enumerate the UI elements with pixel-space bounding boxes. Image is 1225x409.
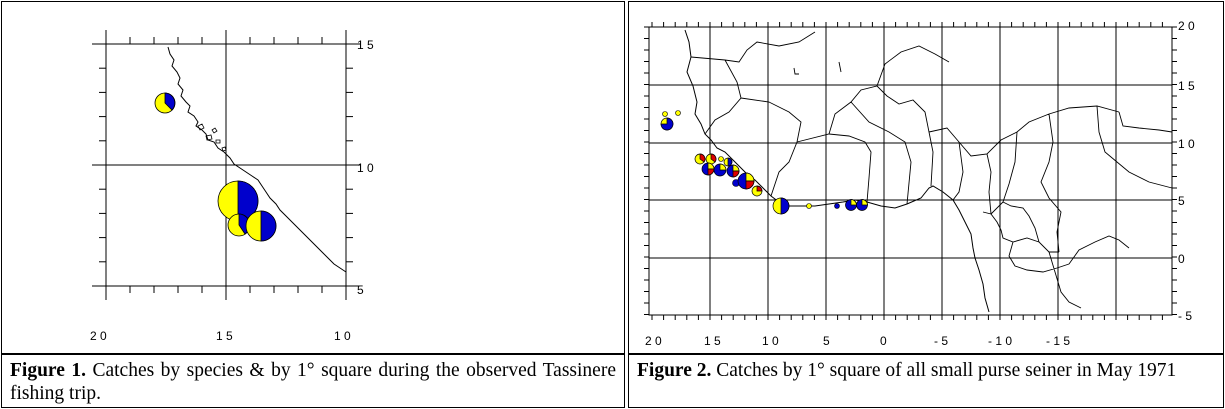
figure2-caption-label: Figure 2.	[637, 360, 712, 381]
figure1-lat-label: 1 0	[357, 161, 374, 175]
figure2-pie-10	[772, 197, 790, 215]
figure2-lon-label: 0	[880, 334, 887, 348]
figure1-islands	[197, 123, 227, 152]
figure1-panel: 1 5 1 0 5 2 0 1 5 1 0	[1, 1, 625, 354]
figure1-caption-label: Figure 1.	[10, 360, 86, 381]
figure2-lon-label: 2 0	[645, 334, 662, 348]
figure1-lon-label: 1 5	[216, 329, 233, 343]
figure2-caption-text: Catches by 1° square of all small purse …	[711, 360, 1177, 381]
figure1-lon-label: 2 0	[90, 329, 107, 343]
figure2-lon-label: - 5	[934, 334, 948, 348]
figure2-pie-small	[662, 111, 668, 117]
figure1-coastline	[167, 46, 347, 273]
figure2-lat-label: 1 0	[1178, 137, 1195, 151]
figure2-pie-1	[660, 117, 674, 131]
figure1-lat-label: 5	[357, 283, 364, 297]
figure1-caption: Figure 1. Catches by species & by 1° squ…	[1, 354, 625, 408]
figure2-lat-label: - 5	[1178, 309, 1192, 323]
figure2-ticks	[644, 22, 1177, 320]
figure2-caption: Figure 2. Catches by 1° square of all sm…	[628, 354, 1224, 408]
figure1-map: 1 5 1 0 5 2 0 1 5 1 0	[90, 30, 374, 343]
figure1-caption-text: Catches by species & by 1° square during…	[10, 360, 616, 404]
figure1-ticks	[92, 30, 360, 300]
figure2-pie-3	[705, 153, 717, 165]
figure1-pie-1	[154, 92, 176, 114]
figure1-lat-label: 1 5	[357, 38, 374, 52]
figure2-lon-label: - 1 5	[1046, 334, 1070, 348]
figure2-lon-label: 1 5	[704, 334, 721, 348]
figure2-pie-9	[751, 185, 763, 197]
figure1-lon-label: 1 0	[334, 329, 351, 343]
figure2-pie-11	[845, 199, 857, 211]
figure2-pie-6	[713, 163, 727, 177]
figure2-pie-8	[737, 172, 755, 190]
figure2-pie-12	[856, 199, 868, 211]
figure2-pie-small	[718, 156, 724, 162]
figure1-pie-2	[217, 180, 259, 222]
figure2-pie-small	[806, 203, 812, 209]
figure2-coastline	[684, 29, 990, 313]
figure2-panel: 2 0 1 5 1 0 5 0 - 5 2 0 1 5 1 0 5 0 - 5 …	[628, 1, 1224, 354]
figure2-pie-5	[701, 162, 715, 176]
figure2-map: 2 0 1 5 1 0 5 0 - 5 2 0 1 5 1 0 5 0 - 5 …	[644, 19, 1195, 348]
figure2-frame	[648, 26, 1173, 316]
figure1-pie-4	[245, 210, 277, 242]
figure2-pie-4	[723, 157, 733, 167]
figure2-pie-small	[675, 110, 681, 116]
figure2-pie-2	[694, 153, 706, 165]
figure2-lon-label: 1 0	[762, 334, 779, 348]
figure2-lat-label: 0	[1178, 252, 1185, 266]
figure2-graticule	[649, 27, 1172, 315]
figure2-lon-label: - 1 0	[988, 334, 1012, 348]
figure2-country-borders	[690, 31, 1173, 309]
figure2-lat-label: 5	[1178, 194, 1185, 208]
figure2-lon-label: 5	[823, 334, 830, 348]
figure1-pie-3	[227, 213, 251, 237]
figure2-lat-label: 1 5	[1178, 79, 1195, 93]
figure2-pie-small	[834, 203, 840, 209]
figure2-pie-7	[726, 164, 740, 178]
figure2-lat-label: 2 0	[1178, 19, 1195, 33]
